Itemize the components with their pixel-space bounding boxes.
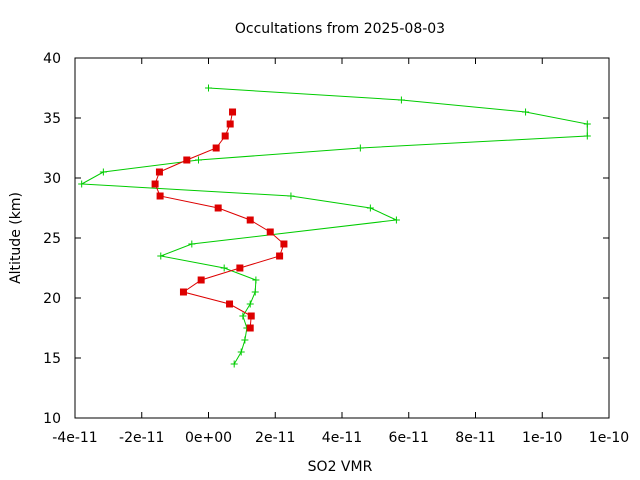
series-1-point [220,264,228,272]
series-1-point [246,300,254,308]
series-1-point [583,132,591,140]
y-axis: 10 15 20 25 30 35 40 [43,51,609,427]
y-axis-label: Altitude (km) [8,192,24,284]
y-tick-label: 35 [43,111,61,127]
series-1-point [366,204,374,212]
x-tick-label: -4e-11 [52,430,97,446]
y-tick-label: 40 [43,51,61,67]
series-1-point [522,108,530,116]
series-2-point [226,300,234,308]
series-1-point [188,240,196,248]
x-tick-label: 0e+00 [185,430,232,446]
series-2-point [156,192,164,200]
series-2-point [151,180,159,188]
series-1-point [287,192,295,200]
series-1-point [392,216,400,224]
x-tick-label: 6e-11 [389,430,429,446]
series-2-point [155,168,163,176]
series-2-point [246,216,254,224]
x-tick-label: 2e-11 [255,430,295,446]
series-2-point [221,132,229,140]
series-line-2 [154,111,285,329]
series-1-point [583,120,591,128]
series-2-point [183,156,191,164]
series-1-point [356,144,364,152]
chart-title: Occultations from 2025-08-03 [235,21,445,37]
series-1-point [78,180,86,188]
series-line-1 [79,87,588,365]
series-1-point [194,156,202,164]
y-tick-label: 15 [43,351,61,367]
series-2-point [247,312,255,320]
series-1-point [251,288,259,296]
series-1-point [237,348,245,356]
series-2-point [246,324,254,332]
y-tick-label: 20 [43,291,61,307]
x-tick-label: -2e-11 [119,430,164,446]
series-2-point [226,120,234,128]
series-1-point [252,276,260,284]
y-tick-label: 10 [43,411,61,427]
x-axis-label: SO2 VMR [308,459,373,475]
series-1-point [239,312,247,320]
series-2-point [236,264,244,272]
y-tick-label: 25 [43,231,61,247]
x-tick-label: 8e-11 [455,430,495,446]
series-2-point [179,288,187,296]
x-tick-label: 4e-11 [322,430,362,446]
x-tick-label: 1e-10 [589,430,629,446]
series-1-point [157,252,165,260]
series-1-point [241,336,249,344]
y-tick-label: 30 [43,171,61,187]
x-tick-label: 1e-10 [522,430,562,446]
series-2-point [229,108,237,116]
series-2-point [266,228,274,236]
series-2-point [214,204,222,212]
series-2-point [197,276,205,284]
series-1-point [397,96,405,104]
series-1-point [230,360,238,368]
x-axis: -4e-11 -2e-11 0e+00 2e-11 4e-11 6e-11 8e-11 1e-… [52,58,629,446]
series-1-point [205,84,212,92]
plot-area [78,84,591,368]
series-2-point [276,252,284,260]
series-2-point [280,240,288,248]
series-2-point [212,144,220,152]
series-1-point [99,168,107,176]
